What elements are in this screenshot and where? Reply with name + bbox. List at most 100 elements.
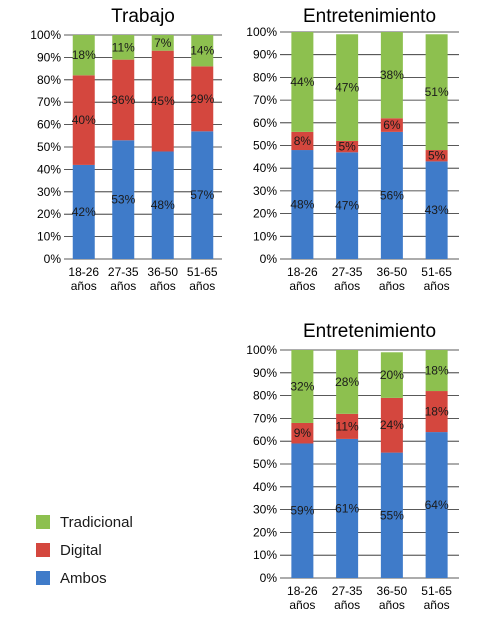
data-label-2-2-digital: 24% [380,418,404,432]
bar-1-0-ambos [291,150,314,259]
legend-item-digital: Digital [36,536,133,564]
x-category-unit-2-2: años [379,598,405,612]
bar-1-0-tradicional [291,32,314,132]
data-label-1-0-tradicional: 44% [290,75,314,89]
chart-title-0: Trabajo [111,6,175,27]
data-label-2-1-ambos: 61% [335,501,359,515]
legend-item-ambos: Ambos [36,564,133,592]
y-tick-label-1-0: 0% [260,252,278,266]
bar-1-2-ambos [380,131,403,259]
x-category-label-2-0: 18-26 [287,584,318,598]
bar-2-0-ambos [291,443,314,578]
data-label-0-0-digital: 40% [72,113,96,127]
bar-0-0-ambos [72,164,95,259]
data-label-2-1-digital: 11% [336,419,359,433]
x-category-unit-0-2: años [150,279,176,293]
data-label-2-2-ambos: 55% [380,508,404,522]
data-label-0-3-ambos: 57% [190,188,214,202]
x-category-label-2-2: 36-50 [377,584,408,598]
data-label-2-2-tradicional: 20% [380,368,404,382]
bar-2-1-tradicional [336,350,359,414]
y-tick-label-0-4: 40% [37,162,61,176]
y-tick-label-2-8: 80% [253,389,277,403]
y-tick-label-0-8: 80% [37,73,61,87]
y-tick-label-0-6: 60% [37,118,61,132]
bar-0-2-digital [151,50,174,152]
y-tick-label-2-9: 90% [253,366,277,380]
bar-0-2-ambos [151,151,174,259]
bar-1-1-digital [336,140,359,153]
y-tick-label-2-5: 50% [253,457,277,471]
y-tick-label-1-8: 80% [253,70,277,84]
x-category-label-1-0: 18-26 [287,265,318,279]
data-label-0-2-digital: 45% [151,94,175,108]
legend-swatch-tradicional [36,515,50,529]
legend-item-tradicional: Tradicional [36,508,133,536]
y-tick-label-2-10: 100% [246,343,277,357]
bar-1-3-tradicional [425,34,448,151]
data-label-0-1-digital: 36% [111,93,135,107]
data-label-2-1-tradicional: 28% [335,375,359,389]
data-label-0-2-ambos: 48% [151,198,175,212]
bar-2-3-tradicional [425,350,448,392]
y-tick-label-1-4: 40% [253,161,277,175]
data-label-1-1-tradicional: 47% [335,81,359,95]
bar-0-3-ambos [191,131,214,259]
x-category-label-0-2: 36-50 [147,265,178,279]
bar-2-3-ambos [425,432,448,578]
data-label-1-2-digital: 6% [383,118,401,132]
bar-2-3-digital [425,391,448,433]
y-tick-label-0-7: 70% [37,95,61,109]
bar-2-2-digital [380,397,403,453]
bar-2-0-tradicional [291,350,314,423]
bar-1-3-digital [425,150,448,162]
data-label-1-3-tradicional: 51% [425,85,449,99]
y-tick-label-2-6: 60% [253,434,277,448]
data-label-0-1-tradicional: 11% [112,40,135,54]
data-label-2-0-ambos: 59% [290,504,314,518]
bar-2-2-tradicional [380,352,403,398]
bar-1-2-digital [380,118,403,132]
y-tick-label-1-3: 30% [253,184,277,198]
x-category-label-0-3: 51-65 [187,265,218,279]
x-category-label-0-0: 18-26 [68,265,99,279]
data-label-0-0-ambos: 42% [72,205,96,219]
y-tick-label-2-7: 70% [253,411,277,425]
legend: Tradicional Digital Ambos [36,508,133,592]
data-label-0-1-ambos: 53% [111,193,135,207]
data-label-1-1-digital: 5% [338,140,356,154]
y-tick-label-1-10: 100% [246,25,277,39]
data-label-2-0-tradicional: 32% [290,379,314,393]
data-label-2-0-digital: 9% [294,426,312,440]
bar-1-2-tradicional [380,32,403,119]
data-label-1-1-ambos: 47% [335,199,359,213]
x-category-unit-2-1: años [334,598,360,612]
chart-title-2: Entretenimiento [303,321,436,342]
y-tick-label-1-9: 90% [253,48,277,62]
bar-1-0-digital [291,131,314,151]
bar-2-2-ambos [380,452,403,578]
y-tick-label-2-1: 10% [253,548,277,562]
data-label-2-3-tradicional: 18% [425,364,449,378]
x-category-label-2-3: 51-65 [421,584,452,598]
data-label-1-3-digital: 5% [428,149,446,163]
bar-0-0-digital [72,75,95,165]
bar-1-1-tradicional [336,34,359,141]
y-tick-label-0-1: 10% [37,230,61,244]
data-label-1-3-ambos: 43% [425,203,449,217]
bar-0-3-tradicional [191,35,214,67]
y-tick-label-0-3: 30% [37,185,61,199]
y-tick-label-1-5: 50% [253,139,277,153]
x-category-unit-1-2: años [379,279,405,293]
bar-1-3-ambos [425,161,448,259]
x-category-label-1-1: 27-35 [332,265,363,279]
y-tick-label-2-0: 0% [260,571,278,585]
x-category-label-1-3: 51-65 [421,265,452,279]
bar-0-1-ambos [112,140,135,259]
bar-2-1-ambos [336,438,359,578]
data-label-0-2-tradicional: 7% [154,36,172,50]
y-tick-label-1-7: 70% [253,93,277,107]
data-label-1-0-digital: 8% [294,134,312,148]
legend-swatch-ambos [36,571,50,585]
